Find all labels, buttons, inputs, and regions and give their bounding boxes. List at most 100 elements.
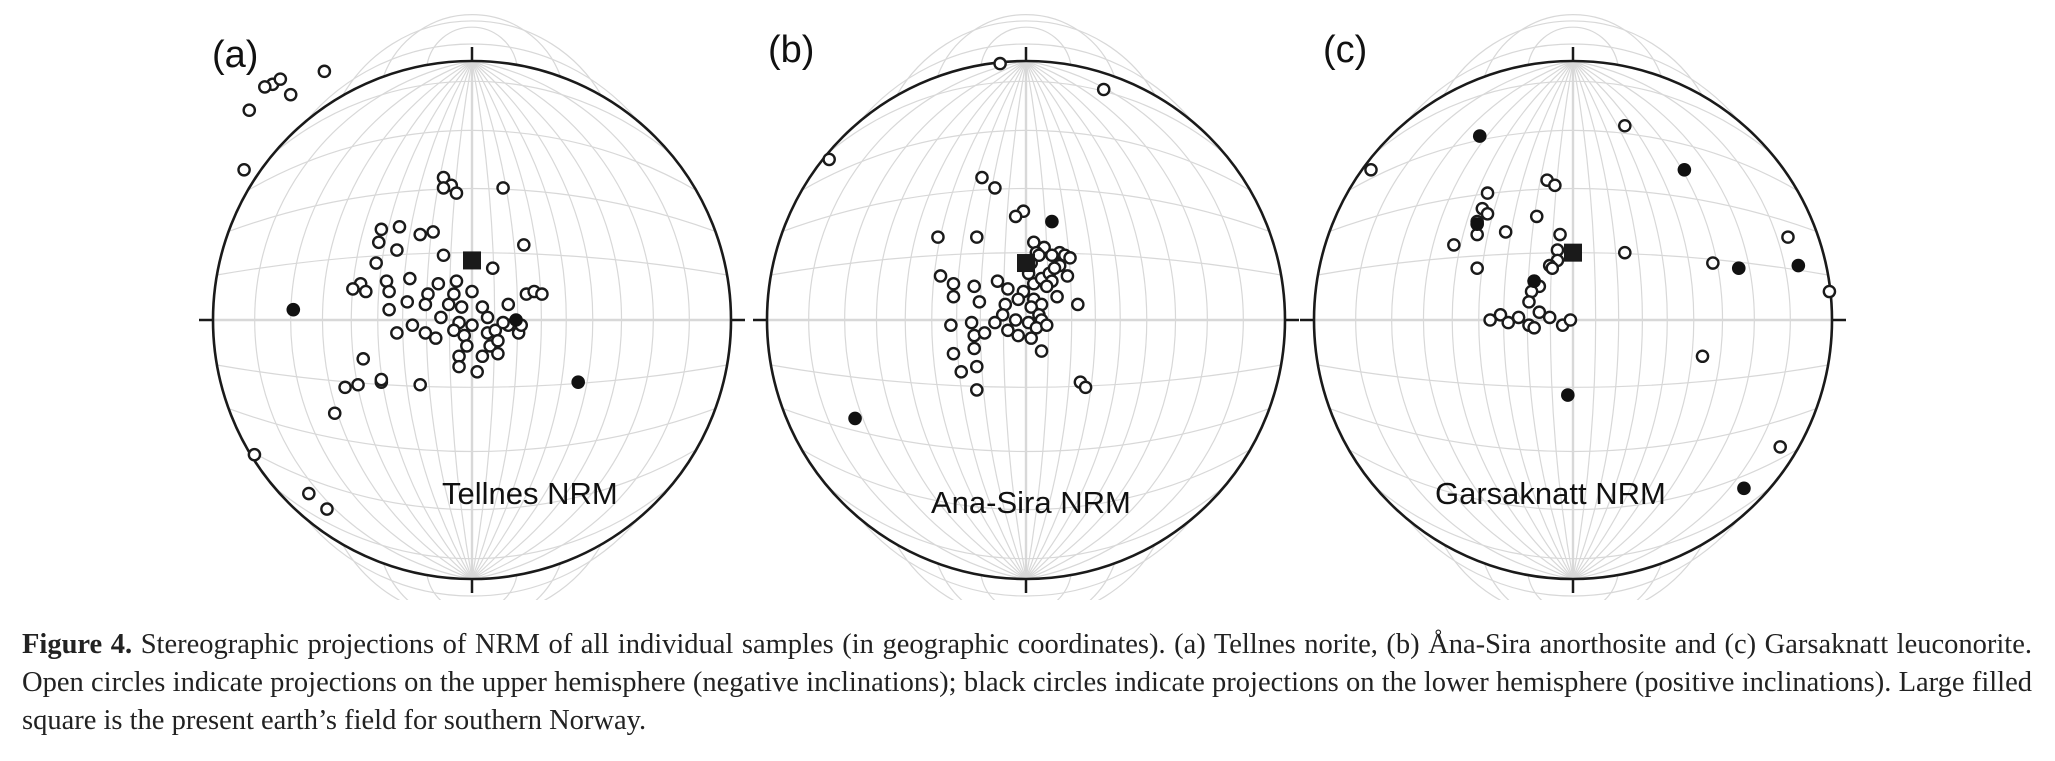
open-circle-upper (382, 284, 396, 299)
filled-circle-lower (848, 411, 862, 426)
nrm-points (1364, 118, 1837, 496)
open-circle-upper (1483, 313, 1497, 327)
cardinal-ticks (1300, 47, 1846, 593)
open-circle-upper (1498, 225, 1513, 239)
open-circle-upper (338, 380, 352, 395)
open-circle-upper (480, 310, 495, 325)
open-circle-upper (969, 359, 984, 374)
figure-caption: Figure 4. Stereographic projections of N… (22, 626, 2032, 740)
small-circle (980, 26, 1072, 66)
present-field-square (1017, 254, 1035, 273)
open-circle-upper (452, 359, 466, 374)
open-circle-upper (428, 331, 443, 345)
open-circle-upper (1522, 295, 1536, 309)
open-circle-upper (1039, 279, 1054, 294)
filled-circle-lower (1527, 274, 1541, 288)
open-circle-upper (403, 271, 417, 286)
open-circle-upper (946, 346, 961, 361)
open-circle-upper (356, 352, 371, 366)
small-circle (426, 26, 518, 66)
filled-circle-lower (1045, 214, 1059, 229)
open-circle-upper (977, 326, 992, 340)
small-circle (859, 43, 1193, 122)
open-circle-upper (990, 274, 1005, 288)
stereonet-panel-c: (c) Garsaknatt NRM (1300, 14, 1846, 600)
open-circle-upper (995, 308, 1010, 322)
open-circle-upper (1078, 380, 1093, 395)
small-circle (980, 574, 1072, 600)
open-circle-upper (247, 447, 262, 462)
open-circle-upper (969, 383, 984, 397)
filled-circle-lower (1561, 388, 1575, 402)
open-circle-upper (1493, 308, 1508, 322)
open-circle-upper (1071, 297, 1085, 312)
filled-circle-lower (1737, 481, 1751, 496)
open-circle-upper (374, 222, 389, 237)
open-circle-upper (460, 339, 474, 353)
open-circle-upper (418, 326, 433, 340)
filled-circle-lower (1677, 162, 1692, 177)
small-circle (341, 20, 603, 96)
open-circle-upper (501, 297, 516, 312)
open-circle-upper (465, 284, 479, 299)
small-circle (382, 14, 562, 77)
open-circle-upper (1050, 289, 1064, 304)
caption-text: Stereographic projections of NRM of all … (22, 629, 2032, 736)
cardinal-ticks (199, 47, 745, 593)
open-circle-upper (988, 315, 1002, 330)
open-circle-upper (431, 276, 446, 291)
nrm-points (237, 64, 585, 516)
net-title: Ana-Sira NRM (931, 485, 1131, 520)
open-circle-upper (1773, 440, 1787, 454)
filled-circle-lower (1791, 258, 1806, 273)
small-circle (1406, 43, 1740, 122)
open-circle-upper (535, 287, 549, 301)
open-circle-upper (967, 279, 982, 294)
open-circle-upper (946, 276, 961, 291)
open-circle-upper (1781, 230, 1795, 244)
open-circle-upper (1529, 209, 1544, 224)
open-circle-upper (242, 103, 257, 118)
open-circle-upper (369, 256, 383, 270)
small-circle (1483, 563, 1663, 600)
open-circle-upper (426, 225, 440, 239)
net-title: Garsaknatt NRM (1435, 476, 1666, 511)
open-circle-upper (1545, 261, 1560, 276)
filled-circle-lower (1472, 129, 1487, 143)
open-circle-upper (975, 170, 989, 185)
panel-label: (a) (212, 34, 258, 76)
open-circle-upper (1060, 269, 1075, 283)
open-circle-upper (449, 186, 464, 200)
open-circle-upper (491, 346, 505, 361)
open-circle-upper (1001, 323, 1015, 338)
open-circle-upper (933, 269, 948, 283)
open-circle-upper (1618, 118, 1632, 133)
open-circle-upper (317, 64, 332, 79)
open-circle-upper (475, 300, 490, 314)
open-circle-upper (993, 56, 1007, 71)
open-circle-upper (954, 365, 969, 379)
small-circle (305, 43, 639, 122)
open-circle-upper (822, 152, 836, 167)
open-circle-upper (967, 341, 982, 356)
open-circle-upper (517, 238, 531, 252)
open-circle-upper (465, 318, 479, 332)
open-circle-upper (964, 315, 979, 330)
open-circle-upper (273, 72, 288, 86)
panel-label: (c) (1323, 29, 1367, 71)
open-circle-upper (1480, 207, 1495, 221)
open-circle-upper (969, 230, 984, 244)
open-circle-upper (434, 310, 448, 325)
open-circle-upper (449, 274, 464, 288)
wulff-net-grid (1314, 14, 1832, 600)
small-circle (382, 563, 562, 600)
open-circle-upper (436, 181, 451, 195)
small-circle (426, 574, 518, 600)
open-circle-upper (1047, 261, 1062, 276)
open-circle-upper (1618, 245, 1632, 260)
small-circle (1483, 14, 1663, 77)
open-circle-upper (1045, 248, 1059, 263)
small-circle (1442, 544, 1704, 600)
open-circle-upper (496, 181, 510, 195)
open-circle-upper (1008, 313, 1023, 327)
